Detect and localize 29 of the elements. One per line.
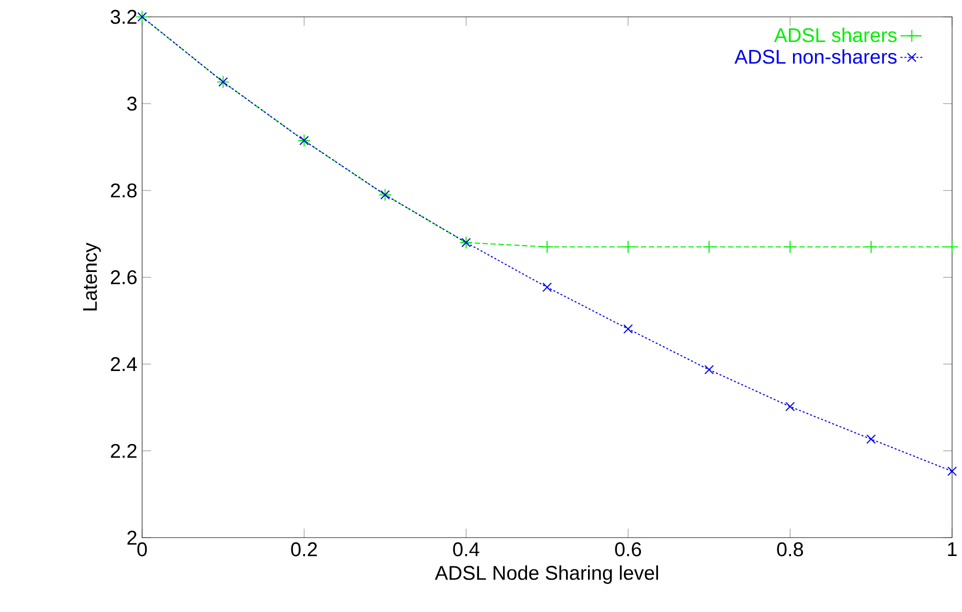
x-tick-label: 1 <box>948 542 957 556</box>
point <box>622 240 635 254</box>
y-tick-label: 3.2 <box>110 10 136 24</box>
x-tick-label: 0.4 <box>453 542 480 556</box>
y-tick-label: 2.8 <box>110 183 137 198</box>
point <box>946 240 959 254</box>
legend-label: ADSL sharers <box>774 28 897 42</box>
point <box>623 324 633 334</box>
x-tick-label: 0.8 <box>777 542 803 556</box>
point <box>784 240 797 254</box>
y-axis-title: Latency <box>83 242 101 310</box>
legend-label: ADSL non-sharers <box>734 49 897 64</box>
y-tick-label: 2.4 <box>110 357 137 371</box>
point <box>704 364 714 374</box>
x-tick-label: 0.6 <box>615 542 641 556</box>
x-tick-label: 0.2 <box>291 542 317 556</box>
point <box>947 466 957 476</box>
y-tick-label: 3 <box>127 96 137 111</box>
point <box>702 240 716 254</box>
point <box>864 240 878 254</box>
point <box>866 434 876 444</box>
point <box>542 282 552 292</box>
point <box>785 402 795 412</box>
x-tick-label: 0 <box>137 542 147 556</box>
x-axis-title: ADSL Node Sharing level <box>434 565 658 584</box>
y-tick-label: 2.6 <box>110 270 137 284</box>
point <box>540 240 554 254</box>
y-tick-label: 2 <box>127 530 136 544</box>
y-tick-label: 2.2 <box>110 444 136 458</box>
